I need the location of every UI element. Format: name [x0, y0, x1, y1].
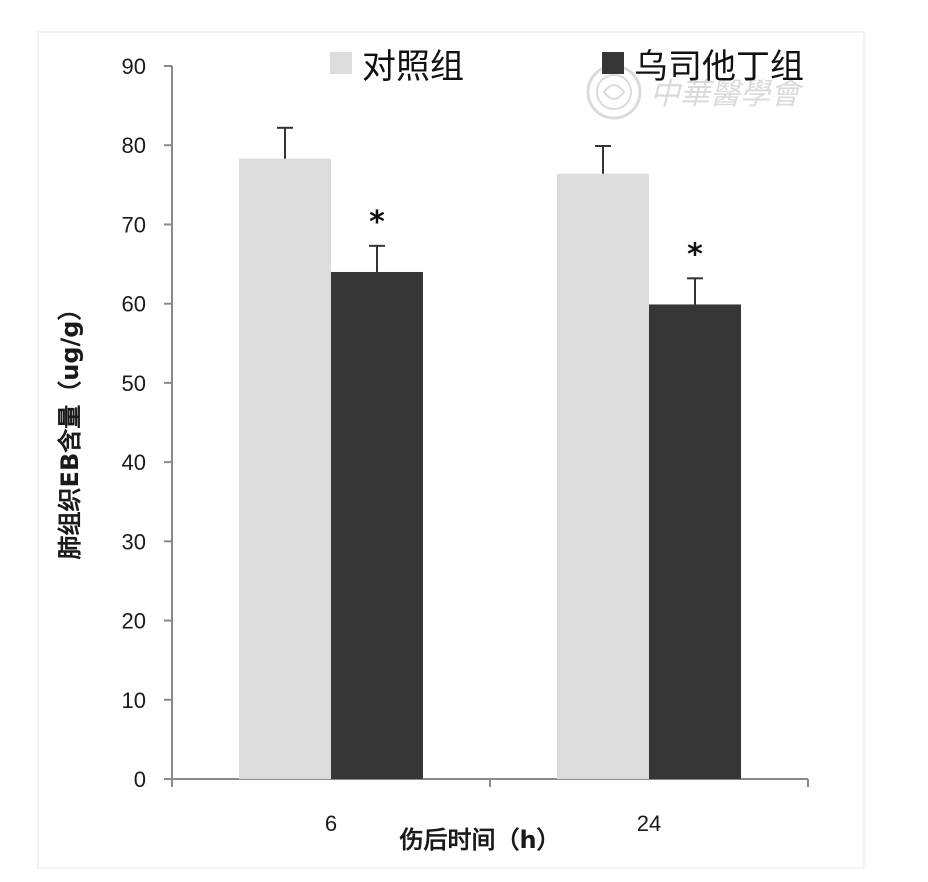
y-axis-ticks: 0 10 20 30 40 50 60 70 80 90 [122, 54, 172, 792]
error-bar [277, 126, 293, 159]
error-bar [369, 244, 385, 272]
y-tick-label: 0 [134, 767, 146, 792]
error-bar [595, 145, 611, 174]
y-tick-label: 30 [122, 529, 146, 554]
x-axis-title: 伤后时间（h） [398, 826, 560, 854]
x-axis-ticks: 6 24 [171, 779, 809, 836]
y-tick-label: 40 [122, 450, 146, 475]
legend-item-control: 对照组 [330, 47, 464, 87]
legend-label-ulinastatin: 乌司他丁组 [634, 47, 804, 87]
legend-label-control: 对照组 [362, 47, 464, 87]
y-axis-title: 肺组织EB含量（ug/g） [56, 297, 84, 560]
error-bars [277, 126, 703, 305]
legend: 对照组 乌司他丁组 [330, 47, 804, 87]
chart-frame [37, 31, 865, 869]
significance-star: * [369, 205, 385, 240]
significance-markers: ** [369, 205, 703, 272]
y-tick-label: 50 [122, 371, 146, 396]
y-tick-label: 80 [122, 133, 146, 158]
legend-swatch-ulinastatin [602, 52, 624, 74]
y-tick-label: 60 [122, 292, 146, 317]
error-bar [687, 277, 703, 305]
watermark-text: 中華醫學會 [650, 77, 804, 112]
y-tick-label: 20 [122, 609, 146, 634]
bar-control-24h [557, 173, 649, 780]
x-category-label: 6 [325, 811, 337, 836]
bar-ulinastatin-24h [649, 304, 741, 779]
significance-star: * [687, 237, 703, 272]
bar-ulinastatin-6h [331, 271, 423, 779]
legend-swatch-control [330, 52, 352, 74]
bars [239, 158, 741, 780]
y-tick-label: 90 [122, 54, 146, 79]
y-tick-label: 10 [122, 688, 146, 713]
legend-item-ulinastatin: 乌司他丁组 [602, 47, 804, 87]
bar-control-6h [239, 158, 331, 779]
x-category-label: 24 [637, 811, 661, 836]
y-tick-label: 70 [122, 212, 146, 237]
